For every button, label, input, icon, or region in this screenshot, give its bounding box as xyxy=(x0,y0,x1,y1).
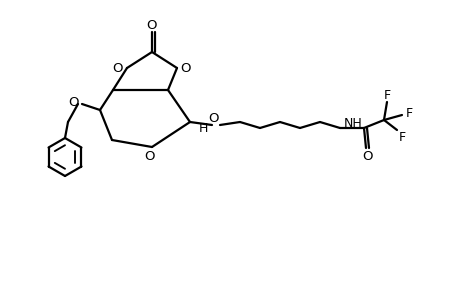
Text: O: O xyxy=(180,61,191,74)
Text: NH: NH xyxy=(343,116,362,130)
Text: O: O xyxy=(68,95,79,109)
Text: F: F xyxy=(397,130,405,143)
Text: F: F xyxy=(383,88,390,101)
Text: O: O xyxy=(145,149,155,163)
Text: F: F xyxy=(404,106,412,119)
Text: H: H xyxy=(198,122,207,134)
Text: O: O xyxy=(112,61,123,74)
Text: O: O xyxy=(146,19,157,32)
Text: O: O xyxy=(208,112,219,124)
Text: O: O xyxy=(362,149,372,163)
